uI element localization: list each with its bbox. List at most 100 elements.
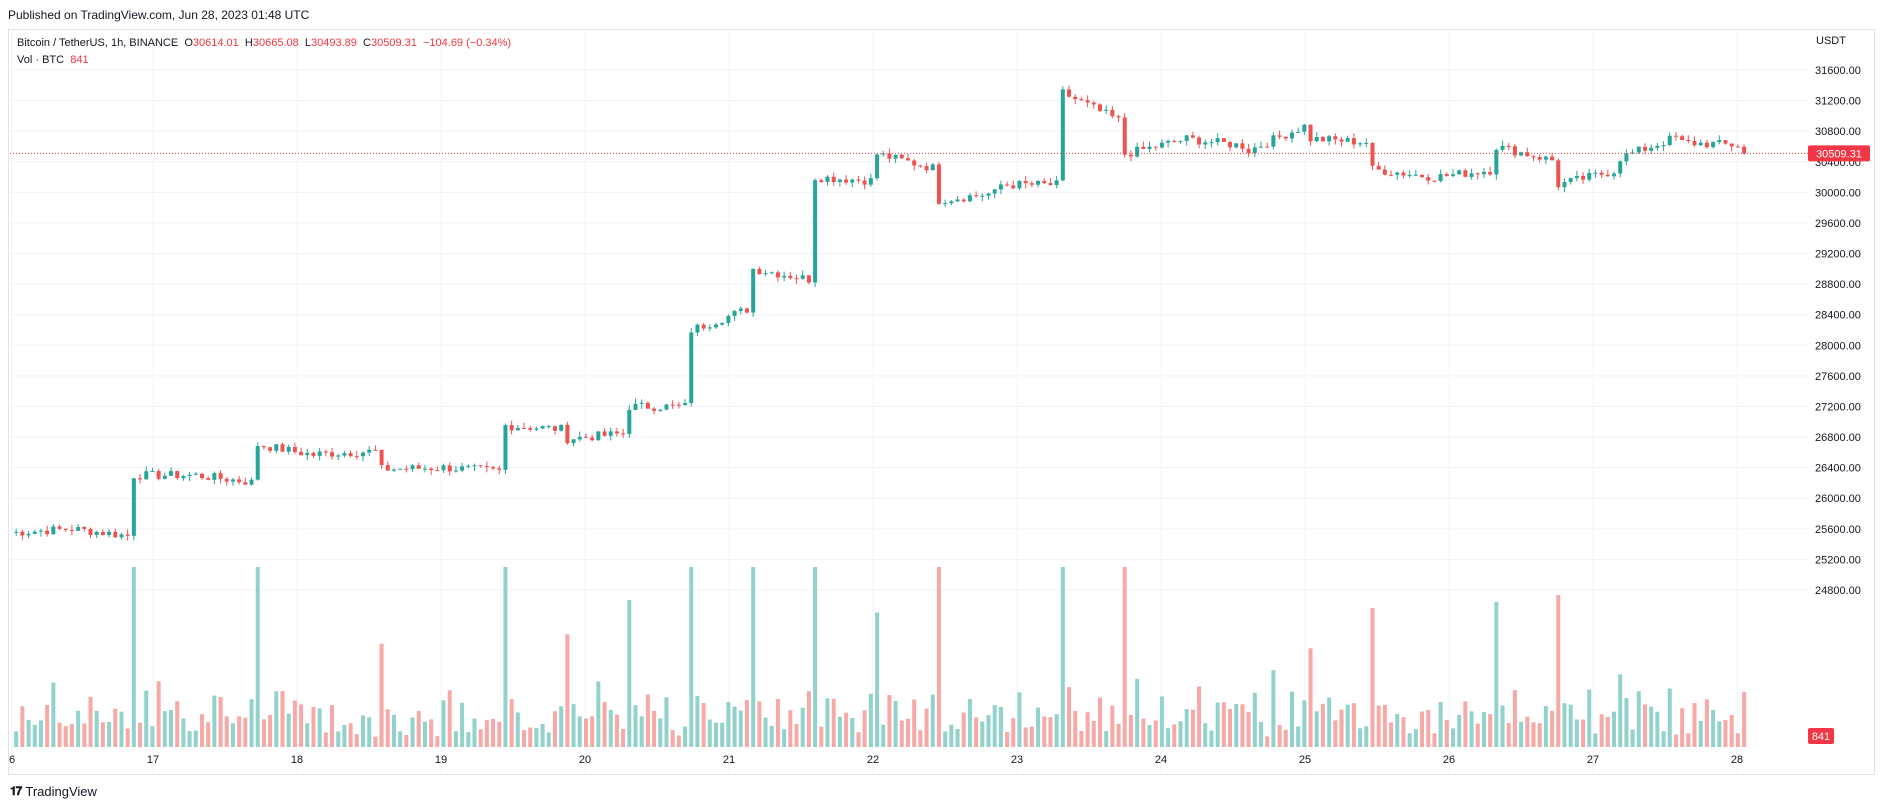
candle-body [1159,142,1164,148]
volume-bar [794,723,799,747]
volume-bar [751,567,756,747]
candle-body [1420,174,1425,178]
volume-bar [274,691,279,747]
volume-bar [961,712,966,747]
volume-bar [1110,705,1115,747]
volume-bar [714,722,719,747]
volume-bar [1079,731,1084,747]
volume-bar [763,717,768,747]
volume-bar [515,712,520,747]
candle-body [1550,156,1555,161]
candle-body [385,464,390,471]
volume-bar [280,691,285,747]
volume-bar [1438,701,1443,747]
volume-bar [398,731,403,747]
candle-body [268,447,273,451]
volume-bar [336,731,341,747]
volume-bar [893,701,898,747]
candle-body [627,409,632,435]
candle-body [602,431,607,436]
candle-body [583,436,588,438]
candle-body [1593,172,1598,174]
candle-body [1308,124,1313,142]
volume-bar [887,694,892,747]
candle-body [1574,176,1579,179]
currency-label: USDT [1816,35,1846,47]
candle-body [1339,139,1344,142]
time-tick-label: 6 [9,754,15,766]
candle-body [614,431,619,434]
volume-bar [522,730,527,747]
volume-bar [1289,691,1294,747]
volume-bar [1692,703,1697,747]
candle-body [317,451,322,456]
candle-body [744,308,749,313]
chart-frame [8,29,1875,775]
candle-body [769,272,774,274]
volume-bar [683,726,688,747]
price-tick-label: 28400.00 [1815,310,1861,322]
volume-bar [1661,731,1666,747]
candle-body [1444,174,1449,176]
candle-body [800,275,805,279]
volume-bar [1308,648,1313,747]
candle-body [806,275,811,283]
candle-body [868,178,873,185]
volume-bar [63,726,68,747]
candle-body [515,427,520,431]
candle-body [1500,145,1505,150]
candle-body [94,531,99,536]
open-value: 30614.01 [192,37,239,49]
volume-bar [1457,714,1462,747]
candle-body [1320,137,1325,142]
volume-key[interactable]: Vol · BTC [17,54,65,66]
volume-bar [237,716,242,747]
volume-bar [466,732,471,747]
volume-value: 841 [70,54,89,66]
candle-body [1135,146,1140,157]
volume-bar [286,713,291,747]
volume-bar [664,697,669,747]
volume-bar [1742,692,1747,747]
volume-bar [1345,704,1350,747]
candle-body [1122,117,1127,155]
footer-brand[interactable]: 𝟏𝟕 TradingView [10,784,97,799]
volume-bar [1735,733,1740,747]
volume-bar [373,736,378,747]
candle-body [237,479,242,483]
candle-body [1017,181,1022,189]
volume-bar [1190,709,1195,747]
candle-body [1543,156,1548,160]
candle-body [1221,138,1226,142]
symbol-label[interactable]: Bitcoin / TetherUS, 1h, BINANCE [17,37,179,49]
volume-bar [1042,716,1047,747]
volume-bar [1525,716,1530,747]
volume-bar [69,723,74,747]
volume-bar [881,724,886,747]
volume-bar [528,727,533,747]
volume-bar [199,714,204,747]
candle-body [1438,174,1443,182]
volume-bar [1389,722,1394,747]
volume-bar [1562,703,1567,747]
volume-bar [1463,701,1468,747]
volume-bar [1172,724,1177,747]
candle-body [1525,152,1530,157]
candle-body [1283,136,1288,139]
volume-bar [1296,726,1301,747]
candle-body [441,465,446,471]
volume-bar [503,567,508,747]
candle-body [1537,157,1542,160]
candle-body [82,527,87,529]
candle-body [472,465,477,467]
candle-body [1568,178,1573,183]
candle-body [1450,174,1455,176]
candle-body [249,479,254,485]
candle-body [1327,136,1332,142]
volume-bar [912,699,917,747]
candle-body [726,315,731,323]
high-key: H [244,37,253,49]
candle-body [119,534,124,538]
candle-body [1358,143,1363,145]
